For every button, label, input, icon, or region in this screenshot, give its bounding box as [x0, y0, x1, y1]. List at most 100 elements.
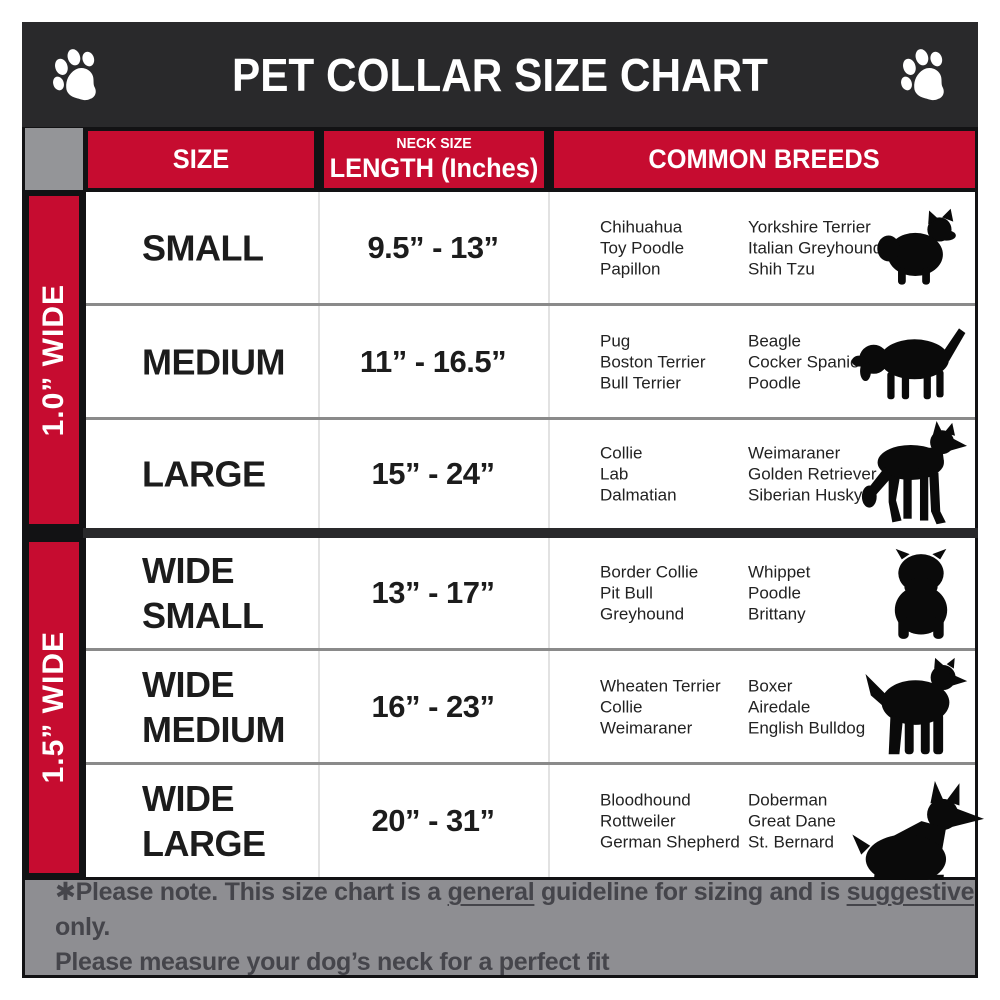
breed-list: Beagle Cocker Spaniel Poodle — [748, 330, 908, 393]
bulldog-dog-icon — [873, 545, 969, 641]
footer-line-2: Please measure your dog’s neck for a per… — [55, 948, 610, 976]
breed-item: Toy Poodle — [600, 238, 685, 257]
breed-item: Collie — [600, 697, 643, 716]
column-header-size-label: SIZE — [172, 144, 230, 174]
breed-list: Whippet Poodle Brittany — [748, 562, 908, 625]
breed-item: Brittany — [748, 604, 806, 624]
breed-list: Yorkshire Terrier Italian Greyhound Shih… — [748, 216, 908, 279]
breed-item: Poodle — [748, 373, 801, 392]
breed-item: Poodle — [748, 583, 801, 603]
breed-item: Bull Terrier — [600, 373, 681, 392]
footer-note: ✱Please note. This size chart is a gener… — [25, 878, 975, 976]
breed-list: Pug Boston Terrier Bull Terrier — [600, 330, 746, 393]
chart-frame: PET COLLAR SIZE CHART SIZE NECK SIZE LEN… — [22, 22, 984, 978]
size-name: LARGE — [142, 453, 266, 495]
column-header-neck-size: NECK SIZE LENGTH (Inches) — [324, 131, 544, 188]
column-header-size: SIZE — [88, 131, 314, 188]
neck-size-range: 13” - 17” — [371, 575, 495, 610]
breed-item: Border Collie — [600, 562, 699, 582]
breed-item: Beagle — [748, 331, 801, 350]
neck-size-range: 11” - 16.5” — [359, 343, 507, 379]
footer-underlined-word: general — [447, 878, 535, 906]
footer-line-1: ✱Please note. This size chart is a gener… — [55, 875, 975, 945]
breed-item: English Bulldog — [748, 718, 866, 737]
row-divider — [86, 648, 975, 651]
width-strip-label: 1.5” WIDE — [37, 631, 70, 784]
size-name: WIDE MEDIUM — [142, 663, 286, 750]
size-name: WIDE SMALL — [142, 550, 264, 636]
section-divider — [83, 528, 978, 538]
shepherd-dog-icon — [847, 421, 969, 527]
breed-item: Pug — [600, 331, 631, 350]
width-strip-1-5-inch: 1.5” WIDE — [25, 538, 83, 877]
breed-list: Doberman Great Dane St. Bernard — [748, 790, 908, 853]
page-title: PET COLLAR SIZE CHART — [231, 48, 769, 101]
breed-item: Papillon — [600, 259, 661, 278]
breed-item: Cocker Spaniel — [748, 352, 864, 371]
breed-item: Dalmatian — [600, 485, 677, 505]
breed-item: Shih Tzu — [748, 259, 815, 278]
breed-item: Siberian Husky — [748, 485, 863, 505]
neck-size-range: 9.5” - 13” — [367, 229, 499, 265]
footer-text: only. — [55, 913, 110, 941]
breed-item: Boston Terrier — [600, 352, 706, 371]
pitbull-dog-icon — [853, 657, 969, 757]
neck-size-range: 16” - 23” — [371, 688, 495, 724]
table-row: WIDE MEDIUM 16” - 23” Wheaten Terrier Co… — [86, 651, 975, 762]
table-row: SMALL 9.5” - 13” Chihuahua Toy Poodle Pa… — [86, 192, 975, 303]
breed-list: Border Collie Pit Bull Greyhound — [600, 562, 746, 625]
paw-print-icon — [53, 48, 96, 100]
paw-print-icon — [901, 48, 944, 100]
breed-item: Weimaraner — [600, 718, 693, 737]
width-strip-label: 1.0” WIDE — [37, 283, 70, 437]
breed-item: Lab — [600, 464, 629, 484]
breed-item: St. Bernard — [748, 832, 834, 852]
breed-item: Boxer — [748, 676, 793, 695]
pomeranian-dog-icon — [865, 207, 969, 289]
breed-item: German Shepherd — [600, 832, 740, 852]
breed-item: Airedale — [748, 697, 811, 716]
breed-item: Rottweiler — [600, 811, 676, 831]
breed-item: Doberman — [748, 790, 828, 810]
breed-list: Weimaraner Golden Retriever Siberian Hus… — [748, 443, 908, 506]
row-divider — [86, 417, 975, 420]
breed-item: Yorkshire Terrier — [748, 217, 871, 236]
breed-item: Golden Retriever — [748, 464, 877, 484]
size-name: WIDE LARGE — [142, 778, 266, 864]
width-strip-1-inch: 1.0” WIDE — [25, 192, 83, 528]
breed-item: Wheaten Terrier — [600, 676, 721, 695]
table-row: WIDE LARGE 20” - 31” Bloodhound Rottweil… — [86, 765, 984, 976]
breed-item: Greyhound — [600, 604, 685, 624]
header-corner-cell — [25, 128, 83, 190]
footer-underlined-word: suggestive — [846, 878, 975, 906]
column-header-neck-main-label: LENGTH (Inches) — [329, 153, 539, 183]
row-divider — [86, 762, 975, 765]
breed-list: Boxer Airedale English Bulldog — [748, 675, 908, 738]
breed-item: Chihuahua — [600, 217, 683, 236]
table-row: MEDIUM 11” - 16.5” Pug Boston Terrier Bu… — [86, 306, 975, 417]
table-row: WIDE SMALL 13” - 17” Border Collie Pit B… — [86, 538, 975, 648]
breed-list: Bloodhound Rottweiler German Shepherd — [600, 790, 746, 853]
breed-item: Italian Greyhound — [748, 238, 883, 257]
breed-item: Pit Bull — [600, 583, 653, 603]
breed-item: Great Dane — [748, 811, 836, 831]
footer-text: ✱Please note. This size chart is a — [55, 878, 448, 906]
row-divider — [86, 303, 975, 306]
breed-item: Bloodhound — [600, 790, 691, 810]
size-name: SMALL — [142, 227, 264, 268]
neck-size-range: 15” - 24” — [371, 456, 495, 491]
breed-item: Whippet — [748, 562, 811, 582]
column-header-neck-sub-label: NECK SIZE — [396, 135, 472, 152]
breed-list: Chihuahua Toy Poodle Papillon — [600, 216, 746, 279]
footer-text: guideline for sizing and is — [534, 878, 847, 906]
size-name: MEDIUM — [142, 341, 286, 382]
title-band: PET COLLAR SIZE CHART — [22, 22, 978, 127]
beagle-dog-icon — [851, 321, 969, 403]
breed-list: Wheaten Terrier Collie Weimaraner — [600, 675, 746, 738]
breed-list: Collie Lab Dalmatian — [600, 443, 746, 506]
column-header-common-breeds: COMMON BREEDS — [554, 131, 975, 188]
breed-item: Collie — [600, 443, 643, 463]
table-row: LARGE 15” - 24” Collie Lab Dalmatian Wei… — [86, 420, 975, 528]
column-header-breeds-label: COMMON BREEDS — [648, 144, 881, 174]
